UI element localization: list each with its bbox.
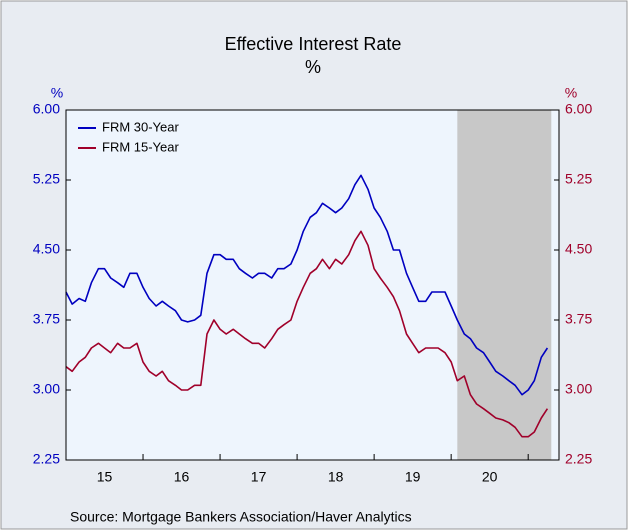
x-tick-label: 20 (482, 469, 498, 485)
legend-label: FRM 15-Year (102, 139, 179, 154)
chart-title: Effective Interest Rate (225, 34, 402, 54)
y-tick-label: 3.00 (33, 381, 60, 397)
source-note: Source: Mortgage Bankers Association/Hav… (70, 509, 412, 525)
y2-tick-label: 6.00 (565, 101, 592, 117)
y-tick-label: 4.50 (33, 241, 60, 257)
series-line (65, 230, 549, 438)
x-tick-label: 15 (97, 469, 113, 485)
y2-tick-label: 3.00 (565, 381, 592, 397)
y-axis-label: % (51, 85, 63, 101)
y2-tick-label: 4.50 (565, 241, 592, 257)
plot-frame (65, 109, 560, 461)
x-tick-label: 16 (174, 469, 190, 485)
legend-label: FRM 30-Year (102, 119, 179, 134)
y-tick-label: 2.25 (33, 451, 60, 467)
x-tick-label: 19 (405, 469, 421, 485)
series-line (65, 174, 549, 396)
x-tick-label: 18 (328, 469, 344, 485)
recession-shade (457, 110, 552, 460)
y2-tick-label: 3.75 (565, 311, 592, 327)
y-tick-label: 6.00 (33, 101, 60, 117)
x-tick-label: 17 (251, 469, 267, 485)
y2-axis-label: % (565, 85, 577, 101)
chart-subtitle: % (305, 57, 321, 77)
y2-tick-label: 5.25 (565, 171, 592, 187)
y2-tick-label: 2.25 (565, 451, 592, 467)
y-tick-label: 5.25 (33, 171, 60, 187)
y-tick-label: 3.75 (33, 311, 60, 327)
